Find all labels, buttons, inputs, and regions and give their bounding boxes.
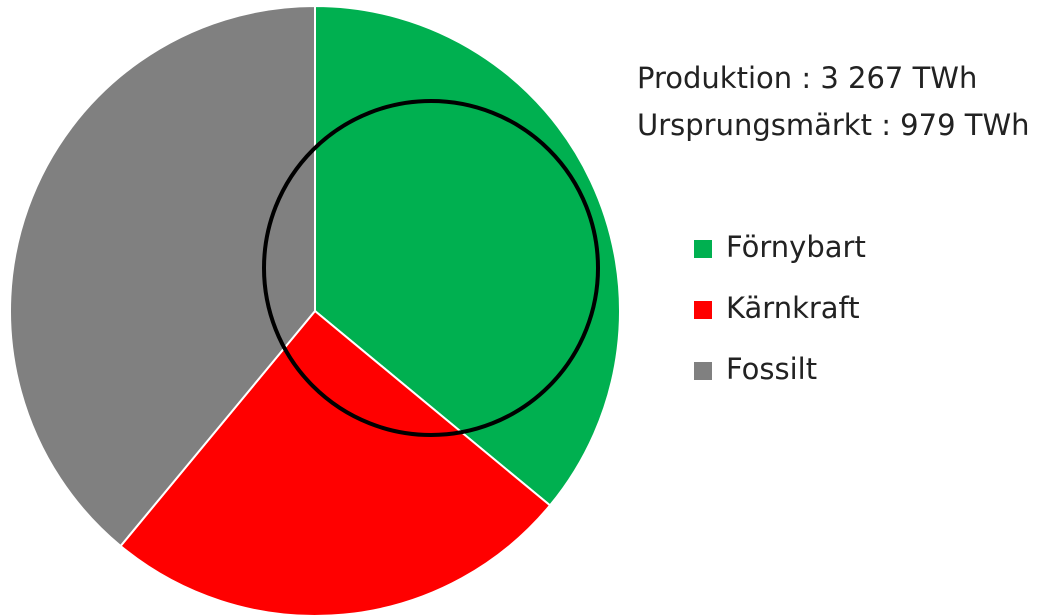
legend-swatch (694, 240, 712, 258)
overlay-circle (262, 99, 600, 437)
pie-slice (9, 4, 316, 548)
legend-swatch (694, 362, 712, 380)
annotation: Produktion : 3 267 TWh (637, 61, 977, 95)
legend-swatch (694, 301, 712, 319)
pie-slice (119, 309, 552, 616)
legend-label: Fossilt (726, 352, 817, 386)
legend-label: Kärnkraft (726, 291, 860, 325)
pie-slice (314, 4, 621, 507)
legend-label: Förnybart (726, 230, 866, 264)
annotation: Ursprungsmärkt : 979 TWh (637, 108, 1030, 142)
